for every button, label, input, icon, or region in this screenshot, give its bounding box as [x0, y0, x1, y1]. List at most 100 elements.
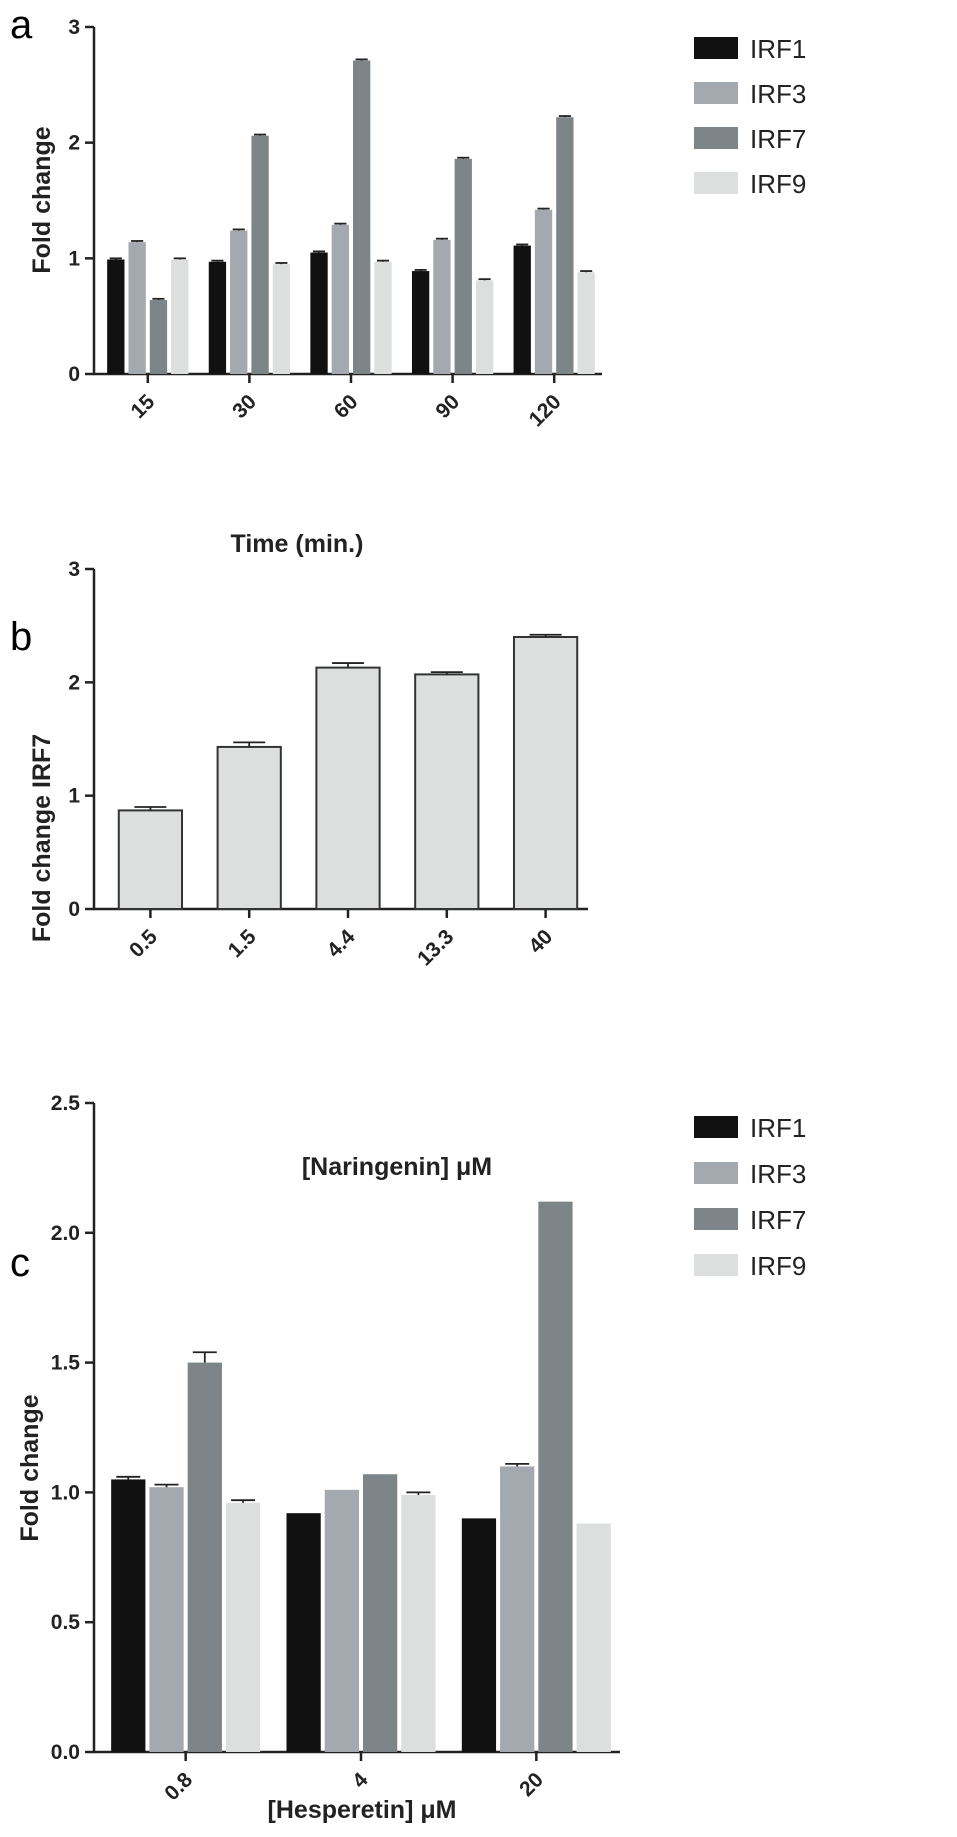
panel-b-y-tick-labels: 0 1 2 3	[68, 558, 80, 921]
x-tick-label: 0.8	[160, 1768, 197, 1805]
panel-a-letter: a	[10, 3, 33, 47]
bar-irf3-4	[324, 1489, 359, 1752]
panel-a-x-tick-labels: 15 30 60 90 120	[127, 390, 566, 431]
panel-b-bars	[117, 633, 579, 911]
panel-b-x-tick-labels: 0.5 1.5 4.4 13.3 40	[125, 925, 557, 970]
bar-irf7-4	[363, 1474, 398, 1752]
bar-irf7-90	[454, 158, 472, 374]
bar-irf7-20	[538, 1201, 573, 1752]
x-tick-label: 90	[431, 390, 464, 423]
legend-swatch-irf9	[694, 1254, 738, 1276]
bar-irf7-4.4	[315, 666, 381, 910]
bar-irf1-30	[208, 261, 227, 374]
y-tick-label: 3	[68, 16, 80, 39]
y-tick-label: 2.5	[51, 1092, 81, 1115]
legend-swatch-irf1	[694, 37, 738, 59]
panel-c-bars	[111, 1201, 611, 1752]
bar-irf7-0.8	[187, 1362, 222, 1752]
y-tick-label: 1	[68, 247, 80, 270]
legend-swatch-irf3	[694, 82, 738, 104]
x-tick-label: 40	[524, 925, 557, 958]
bar-irf1-60	[310, 252, 328, 374]
bar-irf1-20	[461, 1518, 497, 1752]
x-tick-label: 13.3	[413, 925, 458, 970]
y-tick-label: 1.0	[51, 1481, 80, 1504]
legend-label-irf3: IRF3	[750, 1159, 806, 1189]
legend-label-irf1: IRF1	[750, 34, 806, 64]
legend-swatch-irf3	[694, 1162, 738, 1184]
bar-irf9-120	[577, 272, 595, 374]
panel-c-y-axis-title: Fold change	[16, 1394, 44, 1541]
y-tick-label: 2.0	[51, 1222, 80, 1245]
panel-a-x-axis-title: Time (min.)	[231, 530, 364, 558]
y-tick-label: 3	[68, 558, 80, 581]
bar-irf7-40	[512, 636, 579, 910]
y-tick-label: 0	[68, 363, 80, 386]
x-tick-label: 4	[348, 1768, 373, 1793]
y-tick-label: 0.5	[51, 1611, 81, 1634]
bar-irf9-4	[401, 1494, 436, 1752]
y-tick-label: 2	[68, 671, 80, 694]
panel-c-chart: c 0.8 4 20 0.0 0.5 1.0 1.5 2.0 2.5 [Hesperetin]…	[10, 1092, 806, 1824]
bar-irf9-60	[374, 261, 392, 374]
bar-irf7-60	[353, 60, 371, 374]
panel-b-letter: b	[10, 615, 32, 659]
legend-swatch-irf7	[694, 1208, 738, 1230]
bar-irf3-0.8	[149, 1487, 184, 1752]
legend-label-irf7: IRF7	[750, 124, 806, 154]
panel-b-y-axis-title: Fold change IRF7	[28, 734, 56, 942]
panel-c-y-tick-labels: 0.0 0.5 1.0 1.5 2.0 2.5	[51, 1092, 81, 1764]
y-tick-label: 1	[68, 785, 80, 808]
bar-irf1-15	[107, 259, 125, 374]
legend-label-irf3: IRF3	[750, 79, 806, 109]
bar-irf7-1.5	[216, 745, 282, 911]
legend-label-irf9: IRF9	[750, 1251, 806, 1281]
legend-label-irf9: IRF9	[750, 169, 806, 199]
x-tick-label: 120	[525, 390, 566, 431]
panel-a-y-tick-labels: 0 1 2 3	[68, 16, 80, 386]
panel-a-bars	[107, 58, 595, 374]
bar-irf3-120	[534, 209, 553, 374]
bar-irf1-0.8	[111, 1479, 146, 1752]
panel-c-x-axis-title: [Hesperetin] μM	[268, 1796, 457, 1824]
bar-irf1-120	[513, 245, 531, 374]
legend-swatch-irf1	[694, 1116, 738, 1138]
bar-irf3-15	[128, 242, 146, 374]
x-tick-label: 15	[127, 390, 160, 423]
panel-b-chart: b 0.5 1.5 4.4 13.3 40 0 1 2 3 [Naringenin] μM F…	[10, 558, 588, 1181]
y-tick-label: 0.0	[51, 1741, 80, 1764]
bar-irf9-90	[475, 280, 494, 374]
legend-swatch-irf7	[694, 127, 738, 149]
x-tick-label: 30	[228, 390, 261, 423]
y-tick-label: 0	[68, 898, 80, 921]
legend-swatch-irf9	[694, 172, 738, 194]
panel-b-x-axis-title: [Naringenin] μM	[302, 1153, 492, 1181]
panel-c-letter: c	[10, 1241, 30, 1285]
bar-irf7-30	[251, 135, 269, 374]
panel-a-legend: IRF1 IRF3 IRF7 IRF9	[694, 34, 806, 199]
y-tick-label: 1.5	[51, 1352, 81, 1375]
x-tick-label: 4.4	[323, 925, 360, 962]
legend-label-irf7: IRF7	[750, 1205, 806, 1235]
bar-irf3-90	[433, 239, 451, 374]
x-tick-label: 60	[330, 390, 363, 423]
legend-label-irf1: IRF1	[750, 1113, 806, 1143]
bar-irf7-13.3	[414, 673, 480, 911]
bar-irf9-30	[272, 264, 291, 374]
bar-irf7-15	[149, 299, 168, 374]
x-tick-label: 20	[515, 1768, 548, 1801]
x-tick-label: 1.5	[224, 925, 261, 962]
panel-c-legend: IRF1 IRF3 IRF7 IRF9	[694, 1113, 806, 1281]
bar-irf9-15	[171, 259, 189, 374]
x-tick-label: 0.5	[125, 925, 162, 962]
bar-irf9-0.8	[225, 1502, 261, 1752]
bar-irf7-120	[556, 117, 574, 374]
bar-irf1-90	[411, 271, 430, 374]
bar-irf3-30	[230, 230, 248, 374]
bar-irf7-0.5	[117, 809, 184, 911]
y-tick-label: 2	[68, 132, 80, 155]
bar-irf3-20	[500, 1466, 535, 1752]
panel-a-chart: a 15 30 60 90 120 0 1 2 3 Time (min.) Fold chan…	[10, 3, 806, 558]
bar-irf1-4	[286, 1513, 321, 1752]
